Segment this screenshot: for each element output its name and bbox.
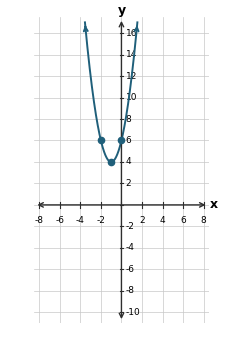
Text: 8: 8 (126, 115, 131, 123)
Text: -4: -4 (76, 216, 85, 225)
Text: 14: 14 (126, 50, 137, 59)
Text: y: y (117, 4, 126, 17)
Text: 4: 4 (160, 216, 165, 225)
Text: -10: -10 (126, 308, 140, 317)
Text: 10: 10 (126, 93, 137, 102)
Text: -2: -2 (126, 222, 134, 231)
Text: -4: -4 (126, 243, 134, 252)
Text: 4: 4 (126, 157, 131, 167)
Text: 6: 6 (126, 136, 131, 145)
Text: x: x (210, 199, 218, 211)
Text: -6: -6 (55, 216, 64, 225)
Text: -2: -2 (96, 216, 105, 225)
Text: 2: 2 (126, 179, 131, 188)
Text: -8: -8 (126, 286, 135, 295)
Text: -6: -6 (126, 265, 135, 274)
Text: -8: -8 (35, 216, 44, 225)
Text: 6: 6 (180, 216, 186, 225)
Text: 2: 2 (139, 216, 145, 225)
Text: 16: 16 (126, 29, 137, 38)
Text: 8: 8 (201, 216, 207, 225)
Text: 12: 12 (126, 71, 137, 81)
